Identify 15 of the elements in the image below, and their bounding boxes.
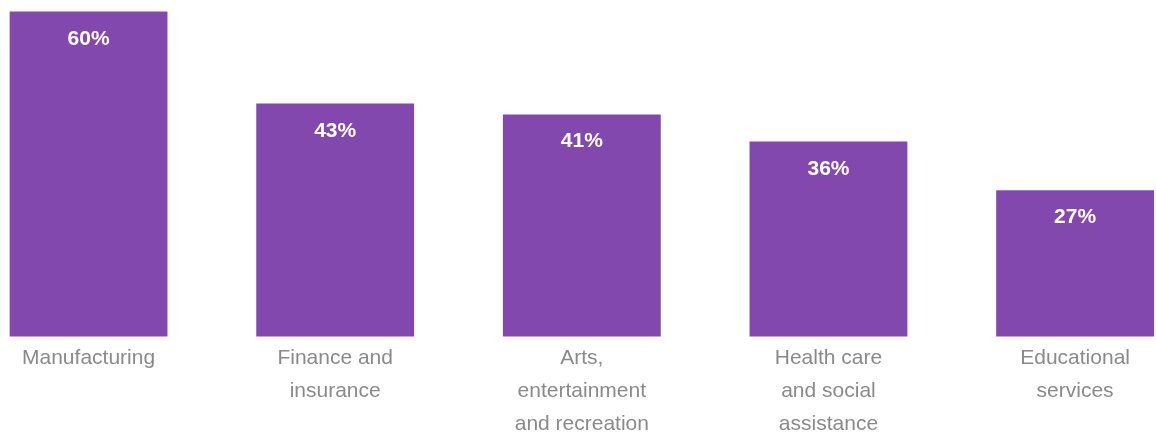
x-tick-label: Health care and social assistance xyxy=(774,344,883,434)
x-tick-label: Arts, entertainment and recreation xyxy=(514,344,649,434)
data-label: 36% xyxy=(807,155,850,179)
x-tick-label: Educational services xyxy=(1020,344,1130,401)
data-label: 27% xyxy=(1054,204,1097,228)
x-tick-label: Finance and insurance xyxy=(277,344,393,401)
data-label: 60% xyxy=(67,25,110,49)
data-label: 41% xyxy=(560,128,604,152)
bar xyxy=(996,190,1155,337)
bar xyxy=(9,11,168,337)
data-label: 43% xyxy=(314,117,357,141)
bar xyxy=(749,141,908,337)
bar xyxy=(502,114,661,337)
x-tick-label: Manufacturing xyxy=(22,344,156,368)
bar xyxy=(256,103,415,337)
